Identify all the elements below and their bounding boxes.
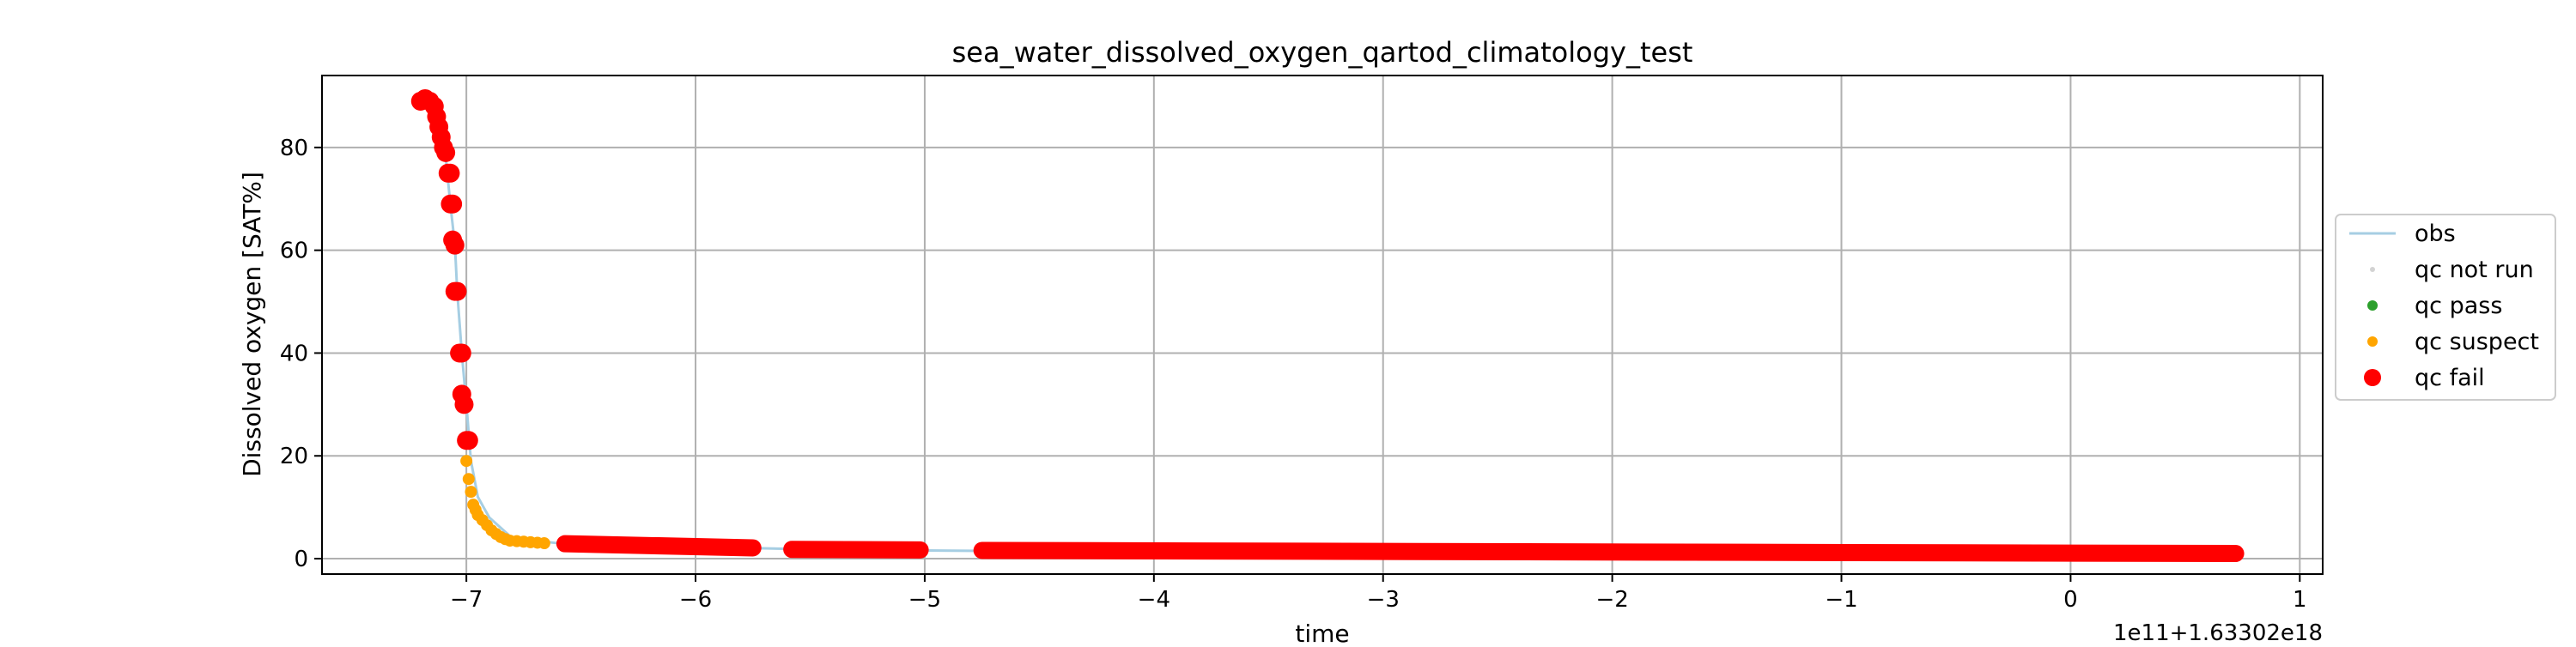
legend-marker bbox=[2367, 336, 2378, 347]
legend-label: qc fail bbox=[2415, 365, 2485, 391]
qc-fail-points-run bbox=[982, 550, 2236, 553]
chart-title: sea_water_dissolved_oxygen_qartod_climat… bbox=[952, 36, 1693, 69]
legend-label: qc suspect bbox=[2415, 329, 2539, 355]
legend-marker bbox=[2364, 369, 2381, 386]
axis-offset-text: 1e11+1.63302e18 bbox=[2113, 620, 2323, 644]
y-tick-label: 40 bbox=[280, 341, 308, 366]
qc-suspect-point bbox=[538, 537, 550, 549]
x-axis: −7 −6 −5 −4 −3 −2 −1 0 1 bbox=[450, 574, 2307, 613]
legend-marker bbox=[2367, 300, 2378, 311]
qc-fail-point bbox=[459, 431, 478, 450]
qc-fail-point bbox=[446, 236, 465, 255]
x-tick-label: −7 bbox=[450, 587, 483, 613]
legend-label: qc not run bbox=[2415, 257, 2534, 283]
x-tick-label: 0 bbox=[2063, 587, 2078, 613]
qc-fail-series bbox=[411, 89, 2236, 553]
y-tick-label: 60 bbox=[280, 239, 308, 264]
x-tick-label: −4 bbox=[1138, 587, 1170, 613]
y-axis-label: Dissolved oxygen [SAT%] bbox=[238, 172, 266, 477]
qc-suspect-series bbox=[460, 455, 550, 549]
qc-fail-points-run bbox=[565, 544, 753, 548]
grid-lines bbox=[322, 76, 2323, 574]
qc-fail-point bbox=[443, 195, 462, 214]
qc-fail-point bbox=[453, 343, 471, 362]
x-tick-label: −2 bbox=[1595, 587, 1628, 613]
y-tick-label: 80 bbox=[280, 136, 308, 161]
qc-fail-point bbox=[436, 143, 455, 162]
qc-fail-point bbox=[440, 164, 459, 183]
x-tick-label: −6 bbox=[679, 587, 712, 613]
x-tick-label: −1 bbox=[1825, 587, 1857, 613]
obs-line bbox=[421, 101, 2236, 553]
legend-marker bbox=[2370, 267, 2375, 272]
y-tick-label: 0 bbox=[294, 547, 308, 572]
qc-suspect-point bbox=[460, 455, 472, 467]
y-tick-label: 20 bbox=[280, 444, 308, 469]
legend-label: qc pass bbox=[2415, 293, 2502, 319]
x-tick-label: 1 bbox=[2293, 587, 2307, 613]
x-axis-label: time bbox=[1295, 620, 1349, 644]
plot-area-frame bbox=[322, 76, 2323, 574]
qc-suspect-point bbox=[463, 473, 475, 485]
obs-series bbox=[421, 101, 2236, 553]
y-axis: 0 20 40 60 80 bbox=[280, 136, 322, 572]
qc-fail-point bbox=[454, 395, 473, 414]
qc-suspect-point bbox=[465, 486, 477, 498]
qc-fail-point bbox=[447, 282, 466, 301]
x-tick-label: −5 bbox=[908, 587, 941, 613]
legend: obs qc not run qc pass qc suspect qc fail bbox=[2336, 215, 2555, 400]
x-tick-label: −3 bbox=[1367, 587, 1400, 613]
qc-fail-points-run bbox=[792, 549, 920, 550]
legend-label: obs bbox=[2415, 221, 2456, 247]
